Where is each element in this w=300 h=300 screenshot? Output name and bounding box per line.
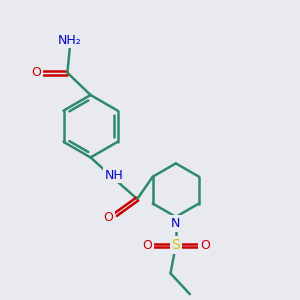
Text: O: O <box>200 238 210 252</box>
Text: NH₂: NH₂ <box>58 34 82 46</box>
Text: N: N <box>171 217 181 230</box>
Text: O: O <box>103 211 113 224</box>
Text: O: O <box>142 238 152 252</box>
Text: O: O <box>32 66 41 79</box>
Text: NH: NH <box>105 169 124 182</box>
Text: S: S <box>172 238 180 252</box>
